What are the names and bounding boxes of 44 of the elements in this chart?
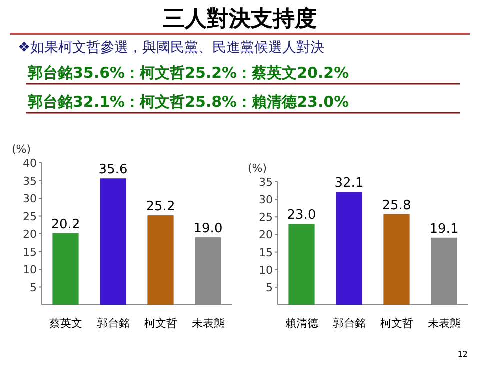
data-label: 19.1 xyxy=(430,222,459,237)
y-tick-label: 5 xyxy=(266,281,273,294)
data-label: 32.1 xyxy=(334,176,364,192)
x-tick-label: 賴清德 xyxy=(285,317,318,330)
x-tick-label: 郭台銘 xyxy=(96,317,130,330)
y-tick-label: 40 xyxy=(23,157,37,170)
y-tick-label: 10 xyxy=(23,264,37,276)
y-tick-label: 20 xyxy=(259,228,273,242)
data-label: 25.8 xyxy=(382,198,412,214)
bar xyxy=(52,233,79,305)
y-tick-label: 25 xyxy=(23,210,37,224)
y-axis-title: (%) xyxy=(12,143,32,156)
bar xyxy=(288,224,315,305)
x-tick-label: 柯文哲 xyxy=(144,317,178,330)
y-tick-label: 5 xyxy=(30,281,37,294)
bar xyxy=(336,192,362,305)
y-tick-label: 10 xyxy=(259,264,273,277)
x-tick-label: 柯文哲 xyxy=(380,317,414,330)
data-label: 35.6 xyxy=(98,162,128,178)
bar xyxy=(100,178,126,305)
y-tick-label: 30 xyxy=(259,194,273,207)
text: 郭台銘35.6%：柯文哲25.2%：蔡英文20.2% xyxy=(27,64,350,82)
bar xyxy=(148,216,174,305)
y-tick-label: 35 xyxy=(23,174,37,188)
y-tick-label: 15 xyxy=(259,246,273,260)
data-label: 19.0 xyxy=(194,222,223,237)
chart-subtitle: ❖如果柯文哲參選，與國民黨、民進黨候選人對決 xyxy=(18,40,325,56)
x-tick-label: 郭台銘 xyxy=(332,317,366,330)
text: 12 xyxy=(458,350,468,359)
chart-title: 三人對決支持度 xyxy=(163,6,317,32)
x-tick-label: 蔡英文 xyxy=(49,317,82,330)
data-label: 25.2 xyxy=(146,200,176,215)
text: 郭台銘32.1%：柯文哲25.8%：賴清德23.0% xyxy=(27,93,350,111)
data-label: 23.0 xyxy=(287,208,316,224)
x-tick-label: 未表態 xyxy=(428,317,461,330)
bar xyxy=(384,214,410,305)
y-tick-label: 25 xyxy=(259,211,273,224)
y-tick-label: 15 xyxy=(23,246,37,259)
y-tick-label: 20 xyxy=(23,228,37,241)
y-tick-label: 35 xyxy=(259,176,273,189)
data-label: 20.2 xyxy=(51,217,80,232)
y-tick-label: 30 xyxy=(23,192,37,206)
y-axis-title: (%) xyxy=(248,162,268,175)
x-tick-label: 未表態 xyxy=(192,317,225,330)
